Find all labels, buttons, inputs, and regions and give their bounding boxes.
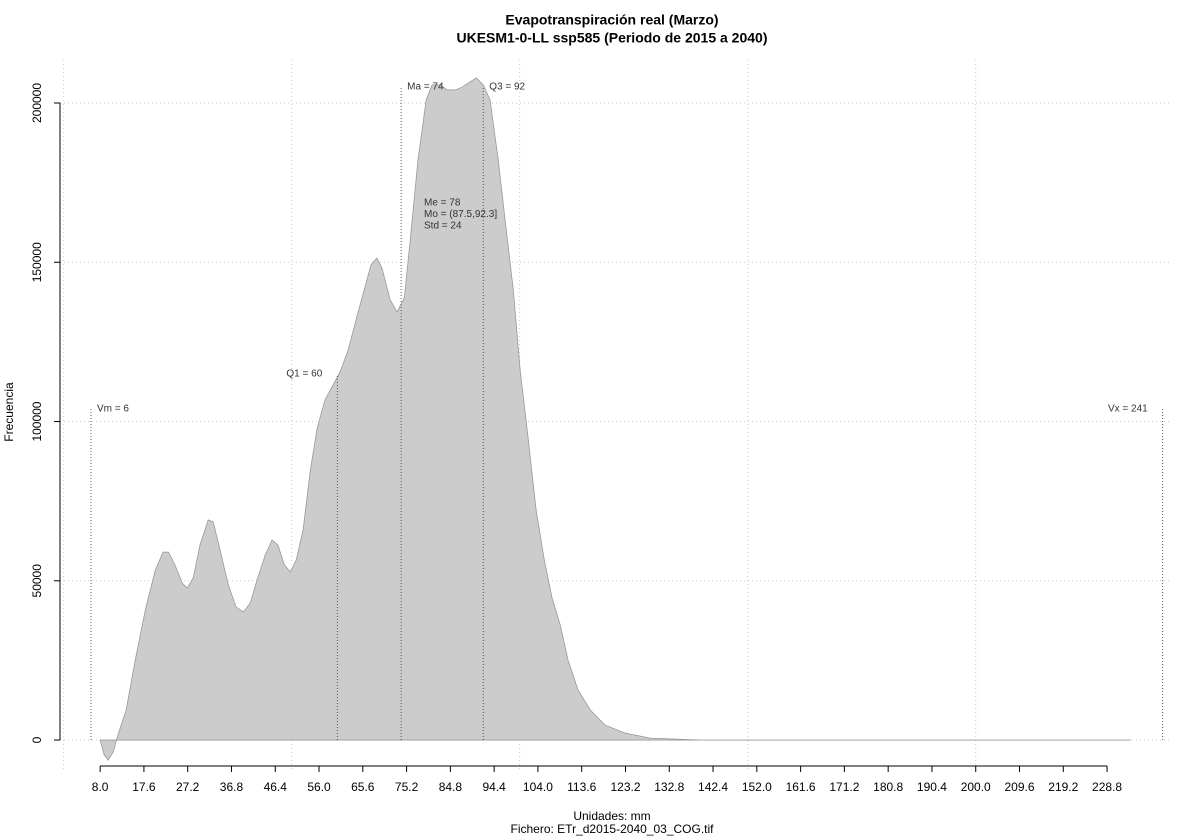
stat-text: Mo = (87.5,92.3] <box>424 209 497 220</box>
stat-label: Q3 = 92 <box>489 82 525 93</box>
x-tick-label: 123.2 <box>610 780 640 794</box>
x-tick-label: 94.4 <box>482 780 506 794</box>
stat-label: Vm = 6 <box>97 403 129 414</box>
stat-label: Q1 = 60 <box>286 369 322 380</box>
x-tick-label: 190.4 <box>917 780 947 794</box>
x-tick-label: 46.4 <box>264 780 288 794</box>
x-tick-label: 219.2 <box>1048 780 1078 794</box>
x-tick-label: 56.0 <box>307 780 331 794</box>
x-tick-label: 171.2 <box>829 780 859 794</box>
x-tick-label: 209.6 <box>1004 780 1034 794</box>
x-tick-label: 132.8 <box>654 780 684 794</box>
x-tick-label: 75.2 <box>395 780 419 794</box>
y-tick-label: 100000 <box>30 401 44 441</box>
x-tick-label: 200.0 <box>961 780 991 794</box>
x-tick-label: 27.2 <box>176 780 200 794</box>
stat-label: Vx = 241 <box>1108 403 1148 414</box>
y-axis-label: Frecuencia <box>2 382 16 442</box>
y-tick-label: 200000 <box>30 83 44 123</box>
stat-text: Std = 24 <box>424 221 462 232</box>
y-tick-label: 150000 <box>30 242 44 282</box>
x-tick-label: 17.6 <box>132 780 156 794</box>
x-tick-label: 65.6 <box>351 780 375 794</box>
chart-subtitle: UKESM1-0-LL ssp585 (Periodo de 2015 a 20… <box>457 30 768 46</box>
stat-text: Me = 78 <box>424 198 461 209</box>
y-tick-label: 50000 <box>30 564 44 598</box>
x-tick-label: 161.6 <box>786 780 816 794</box>
y-tick-label: 0 <box>30 736 44 743</box>
chart-title: Evapotranspiración real (Marzo) <box>505 12 718 28</box>
x-tick-label: 104.0 <box>523 780 553 794</box>
x-tick-label: 113.6 <box>567 780 596 794</box>
x-axis-label: Unidades: mm <box>573 809 650 823</box>
x-tick-label: 8.0 <box>92 780 109 794</box>
x-tick-label: 36.8 <box>220 780 244 794</box>
x-tick-label: 228.8 <box>1092 780 1122 794</box>
x-tick-label: 180.8 <box>873 780 903 794</box>
stat-label: Ma = 74 <box>407 82 444 93</box>
caption: Fichero: ETr_d2015-2040_03_COG.tif <box>511 822 715 836</box>
density-area <box>99 77 1131 761</box>
x-tick-label: 152.0 <box>742 780 772 794</box>
x-tick-label: 142.4 <box>698 780 728 794</box>
x-tick-label: 84.8 <box>439 780 463 794</box>
